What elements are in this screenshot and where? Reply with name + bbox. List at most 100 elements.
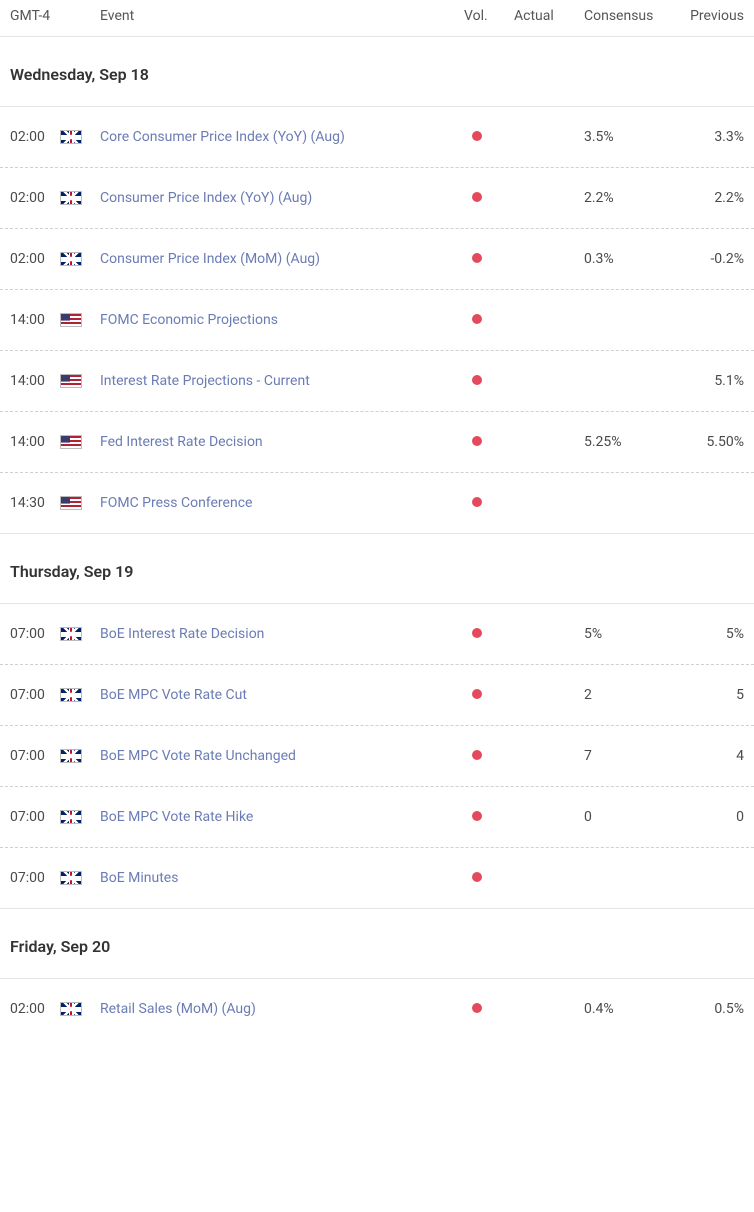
event-link[interactable]: Core Consumer Price Index (YoY) (Aug): [100, 129, 345, 145]
volatility-dot-icon: [472, 811, 482, 821]
event-previous: 5.1%: [674, 373, 744, 389]
header-vol: Vol.: [464, 8, 514, 24]
event-consensus: 3.5%: [584, 129, 674, 145]
event-row: 02:00 Core Consumer Price Index (YoY) (Au…: [0, 107, 754, 168]
event-consensus: 7: [584, 748, 674, 764]
volatility-dot-icon: [472, 497, 482, 507]
event-flag: [60, 810, 100, 824]
event-time: 07:00: [10, 626, 60, 642]
event-link[interactable]: BoE MPC Vote Rate Unchanged: [100, 748, 296, 764]
header-actual: Actual: [514, 8, 584, 24]
event-flag: [60, 252, 100, 266]
volatility-dot-icon: [472, 131, 482, 141]
uk-flag-icon: [60, 252, 82, 266]
event-vol: [464, 748, 514, 764]
event-link[interactable]: Consumer Price Index (MoM) (Aug): [100, 251, 320, 267]
event-name-cell: Interest Rate Projections - Current: [100, 373, 464, 389]
header-consensus: Consensus: [584, 8, 674, 24]
event-row: 02:00 Consumer Price Index (YoY) (Aug) 2.2…: [0, 168, 754, 229]
event-link[interactable]: FOMC Economic Projections: [100, 312, 278, 328]
uk-flag-icon: [60, 688, 82, 702]
event-previous: 5: [674, 687, 744, 703]
event-name-cell: BoE Minutes: [100, 870, 464, 886]
event-previous: 4: [674, 748, 744, 764]
event-vol: [464, 129, 514, 145]
event-consensus: 0.4%: [584, 1001, 674, 1017]
event-row: 14:00 FOMC Economic Projections: [0, 290, 754, 351]
us-flag-icon: [60, 313, 82, 327]
event-flag: [60, 191, 100, 205]
volatility-dot-icon: [472, 436, 482, 446]
event-link[interactable]: FOMC Press Conference: [100, 495, 252, 511]
event-time: 14:00: [10, 373, 60, 389]
event-flag: [60, 374, 100, 388]
uk-flag-icon: [60, 130, 82, 144]
event-flag: [60, 496, 100, 510]
event-vol: [464, 312, 514, 328]
event-flag: [60, 1002, 100, 1016]
event-time: 14:00: [10, 434, 60, 450]
event-time: 07:00: [10, 687, 60, 703]
uk-flag-icon: [60, 1002, 82, 1016]
event-row: 02:00 Retail Sales (MoM) (Aug) 0.4%0.5%: [0, 979, 754, 1039]
event-consensus: 2: [584, 687, 674, 703]
table-header: GMT-4 Event Vol. Actual Consensus Previo…: [0, 0, 754, 37]
event-name-cell: BoE Interest Rate Decision: [100, 626, 464, 642]
event-flag: [60, 749, 100, 763]
event-time: 02:00: [10, 1001, 60, 1017]
event-consensus: 5.25%: [584, 434, 674, 450]
event-link[interactable]: Consumer Price Index (YoY) (Aug): [100, 190, 312, 206]
event-vol: [464, 687, 514, 703]
event-flag: [60, 435, 100, 449]
event-name-cell: FOMC Economic Projections: [100, 312, 464, 328]
event-previous: 0.5%: [674, 1001, 744, 1017]
day-group: Wednesday, Sep 18 02:00 Core Consumer Pric…: [0, 37, 754, 534]
event-name-cell: Core Consumer Price Index (YoY) (Aug): [100, 129, 464, 145]
event-link[interactable]: BoE MPC Vote Rate Hike: [100, 809, 253, 825]
event-vol: [464, 251, 514, 267]
event-row: 07:00 BoE Minutes: [0, 848, 754, 909]
event-time: 07:00: [10, 748, 60, 764]
volatility-dot-icon: [472, 1003, 482, 1013]
volatility-dot-icon: [472, 314, 482, 324]
volatility-dot-icon: [472, 192, 482, 202]
volatility-dot-icon: [472, 689, 482, 699]
header-time: GMT-4: [10, 8, 60, 24]
event-flag: [60, 627, 100, 641]
event-name-cell: Retail Sales (MoM) (Aug): [100, 1001, 464, 1017]
event-flag: [60, 130, 100, 144]
event-flag: [60, 871, 100, 885]
event-link[interactable]: Interest Rate Projections - Current: [100, 373, 310, 389]
event-row: 07:00 BoE MPC Vote Rate Unchanged 74: [0, 726, 754, 787]
event-consensus: 2.2%: [584, 190, 674, 206]
uk-flag-icon: [60, 810, 82, 824]
event-previous: 5.50%: [674, 434, 744, 450]
event-row: 07:00 BoE MPC Vote Rate Cut 25: [0, 665, 754, 726]
volatility-dot-icon: [472, 628, 482, 638]
day-header: Wednesday, Sep 18: [0, 37, 754, 107]
calendar-body: Wednesday, Sep 18 02:00 Core Consumer Pric…: [0, 37, 754, 1039]
event-vol: [464, 495, 514, 511]
event-name-cell: Consumer Price Index (MoM) (Aug): [100, 251, 464, 267]
event-previous: -0.2%: [674, 251, 744, 267]
event-link[interactable]: BoE Minutes: [100, 870, 178, 886]
event-name-cell: BoE MPC Vote Rate Cut: [100, 687, 464, 703]
event-link[interactable]: Retail Sales (MoM) (Aug): [100, 1001, 256, 1017]
event-name-cell: Fed Interest Rate Decision: [100, 434, 464, 450]
day-group: Friday, Sep 2002:00Retail Sales (MoM) (A…: [0, 909, 754, 1039]
event-link[interactable]: BoE Interest Rate Decision: [100, 626, 264, 642]
event-vol: [464, 1001, 514, 1017]
event-previous: 0: [674, 809, 744, 825]
event-time: 07:00: [10, 870, 60, 886]
event-row: 07:00BoE Interest Rate Decision5%5%: [0, 604, 754, 665]
event-link[interactable]: BoE MPC Vote Rate Cut: [100, 687, 247, 703]
volatility-dot-icon: [472, 253, 482, 263]
header-previous: Previous: [674, 8, 744, 24]
event-time: 02:00: [10, 251, 60, 267]
event-row: 14:00 Interest Rate Projections - Current…: [0, 351, 754, 412]
uk-flag-icon: [60, 749, 82, 763]
event-link[interactable]: Fed Interest Rate Decision: [100, 434, 263, 450]
event-time: 14:00: [10, 312, 60, 328]
event-time: 02:00: [10, 190, 60, 206]
event-time: 02:00: [10, 129, 60, 145]
